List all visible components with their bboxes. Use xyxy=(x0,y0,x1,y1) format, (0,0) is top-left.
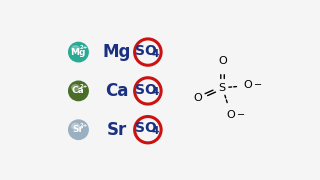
Text: 4: 4 xyxy=(151,49,158,59)
Ellipse shape xyxy=(72,46,79,52)
Text: −: − xyxy=(254,80,262,90)
Text: Mg: Mg xyxy=(70,48,85,57)
Ellipse shape xyxy=(72,123,79,129)
Text: SO: SO xyxy=(135,44,157,58)
Text: O: O xyxy=(218,56,227,66)
Text: Mg: Mg xyxy=(103,43,131,61)
Ellipse shape xyxy=(69,42,88,62)
Text: Sr: Sr xyxy=(72,125,83,134)
Text: 2+: 2+ xyxy=(80,84,88,89)
Ellipse shape xyxy=(72,85,79,90)
Text: 2+: 2+ xyxy=(80,123,88,128)
Text: SO: SO xyxy=(135,121,157,135)
Ellipse shape xyxy=(69,81,88,101)
Text: 4: 4 xyxy=(151,126,158,136)
Text: O: O xyxy=(193,93,202,103)
Text: 2+: 2+ xyxy=(80,45,88,50)
Ellipse shape xyxy=(69,120,88,139)
Text: −: − xyxy=(236,110,245,120)
Text: Ca: Ca xyxy=(71,86,84,95)
Text: Sr: Sr xyxy=(107,121,127,139)
Text: O: O xyxy=(243,80,252,90)
Text: SO: SO xyxy=(135,83,157,97)
Text: 4: 4 xyxy=(151,87,158,98)
Text: O: O xyxy=(226,110,235,120)
Text: Ca: Ca xyxy=(105,82,129,100)
Text: S: S xyxy=(219,83,226,93)
